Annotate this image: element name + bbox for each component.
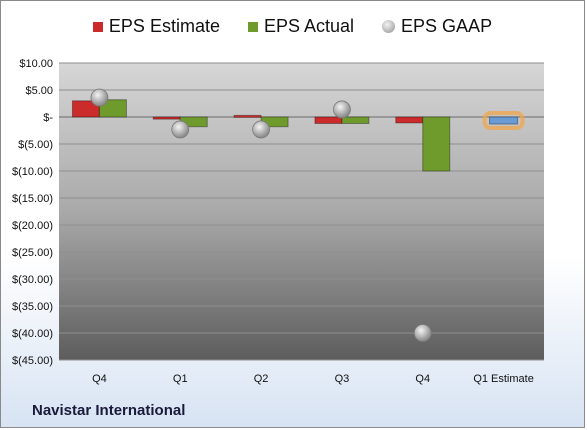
bar-eps-estimate (395, 116, 424, 124)
y-tick-label: $(10.00) (12, 166, 53, 178)
legend-item-estimate: EPS Estimate (92, 16, 220, 37)
x-tick-label: Q3 (335, 373, 350, 385)
x-tick-label: Q4 (415, 373, 430, 385)
bar-eps-actual (422, 116, 451, 172)
x-tick-label: Q2 (254, 373, 269, 385)
legend-item-gaap: EPS GAAP (382, 16, 492, 37)
y-tick-label: $5.00 (25, 85, 53, 97)
bar-next-estimate (489, 116, 519, 125)
marker-eps-gaap (413, 324, 432, 342)
y-tick-label: $(20.00) (12, 220, 53, 232)
bar-eps-actual (98, 99, 127, 118)
legend-swatch-actual (247, 21, 258, 32)
chart-legend: EPS Estimate EPS Actual EPS GAAP (1, 16, 584, 37)
y-tick-label: $(5.00) (18, 139, 53, 151)
y-tick-label: $(30.00) (12, 274, 53, 286)
legend-item-actual: EPS Actual (247, 16, 355, 37)
marker-eps-gaap (90, 88, 109, 107)
legend-label-estimate: EPS Estimate (108, 16, 220, 36)
y-tick-label: $(45.00) (12, 355, 53, 367)
marker-eps-gaap (252, 120, 270, 139)
y-tick-label: $10.00 (19, 58, 53, 70)
x-tick-label: Q4 (92, 373, 107, 385)
x-tick-label: Q1 Estimate (473, 373, 534, 385)
y-tick-label: $(15.00) (12, 193, 53, 205)
marker-eps-gaap (333, 100, 351, 119)
company-name: Navistar International (32, 402, 186, 419)
marker-eps-gaap (171, 120, 190, 139)
y-tick-label: $(40.00) (12, 328, 53, 340)
bar-eps-estimate (233, 114, 262, 118)
next-estimate-glow (482, 111, 525, 131)
y-tick-label: $(35.00) (12, 301, 53, 313)
y-tick-label: $(25.00) (12, 247, 53, 259)
bar-eps-estimate (314, 116, 343, 124)
legend-label-gaap: EPS GAAP (401, 16, 493, 36)
plot-area (59, 63, 544, 360)
y-tick-label: $- (43, 112, 53, 124)
bar-eps-estimate (152, 116, 181, 120)
legend-swatch-estimate (92, 21, 103, 32)
bar-eps-actual (341, 116, 370, 124)
x-tick-label: Q1 (173, 373, 188, 385)
legend-swatch-gaap (382, 20, 396, 33)
legend-label-actual: EPS Actual (263, 16, 355, 36)
